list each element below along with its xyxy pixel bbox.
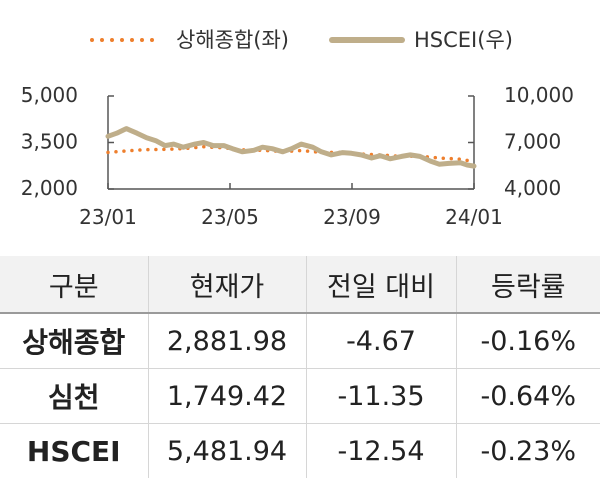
legend-label-shanghai: 상해종합(좌) xyxy=(176,28,289,52)
change: -11.35 xyxy=(305,368,457,424)
x-tick-label: 23/01 xyxy=(79,205,137,229)
table-row: HSCEI 5,481.94 -12.54 -0.23% xyxy=(0,423,600,478)
index-table: 구분 현재가 전일 대비 등락률 상해종합 2,881.98 -4.67 -0.… xyxy=(0,256,600,478)
current-price: 5,481.94 xyxy=(147,423,307,478)
index-name: 심천 xyxy=(0,368,149,424)
change-rate: -0.23% xyxy=(455,423,600,478)
change-rate: -0.16% xyxy=(455,312,600,369)
index-name: 상해종합 xyxy=(0,312,149,369)
y-left-tick-label: 3,500 xyxy=(21,130,78,154)
x-tick-label: 24/01 xyxy=(445,205,503,229)
y-right-tick-label: 7,000 xyxy=(504,130,561,154)
header-current-price: 현재가 xyxy=(147,256,307,314)
y-left-tick-label: 2,000 xyxy=(21,176,78,200)
x-tick-label: 23/05 xyxy=(201,205,259,229)
table-row: 심천 1,749.42 -11.35 -0.64% xyxy=(0,368,600,424)
current-price: 2,881.98 xyxy=(147,312,307,369)
change: -12.54 xyxy=(305,423,457,478)
header-change: 전일 대비 xyxy=(305,256,457,314)
x-tick-label: 23/09 xyxy=(323,205,381,229)
table-row: 상해종합 2,881.98 -4.67 -0.16% xyxy=(0,312,600,369)
y-right-tick-label: 4,000 xyxy=(504,176,561,200)
table-header-row: 구분 현재가 전일 대비 등락률 xyxy=(0,256,600,314)
change-rate: -0.64% xyxy=(455,368,600,424)
y-left-tick-label: 5,000 xyxy=(21,83,78,107)
y-right-tick-label: 10,000 xyxy=(504,83,574,107)
change: -4.67 xyxy=(305,312,457,369)
current-price: 1,749.42 xyxy=(147,368,307,424)
chart: 2,000 3,500 5,000 4,000 7,000 10,000 23/01 23/0… xyxy=(21,28,574,229)
legend-label-hscei: HSCEI(우) xyxy=(414,28,513,52)
series-line-hscei xyxy=(105,126,477,169)
index-name: HSCEI xyxy=(0,423,149,478)
header-category: 구분 xyxy=(0,256,149,314)
header-change-rate: 등락률 xyxy=(455,256,600,314)
